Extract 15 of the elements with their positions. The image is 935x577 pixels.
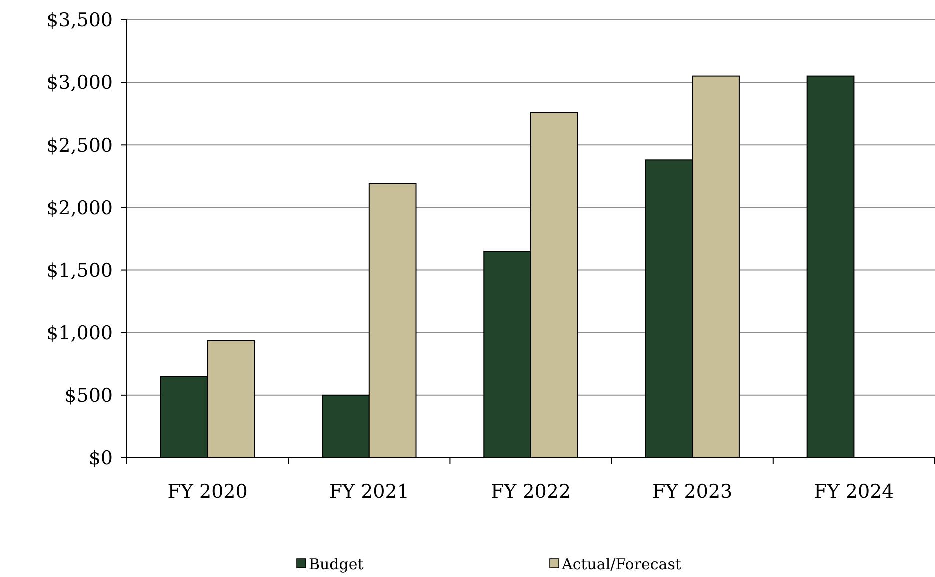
x-tick-label: FY 2024 (814, 481, 894, 503)
x-tick-label: FY 2023 (652, 481, 733, 503)
y-tick-label: $0 (88, 448, 113, 470)
x-tick-label: FY 2021 (329, 481, 410, 503)
y-tick-label: $3,000 (46, 72, 113, 94)
x-tick-label: FY 2020 (168, 481, 248, 503)
y-tick-label: $1,000 (46, 322, 113, 345)
y-tick-label: $3,500 (46, 10, 113, 32)
y-tick-label: $2,500 (46, 134, 113, 157)
y-tick-label: $1,500 (46, 260, 113, 282)
legend-label: Actual/Forecast (561, 555, 682, 574)
y-tick-label: $500 (64, 385, 113, 408)
y-tick-label: $2,000 (46, 197, 113, 220)
x-tick-label: FY 2022 (490, 481, 572, 503)
legend-label: Budget (309, 555, 364, 574)
